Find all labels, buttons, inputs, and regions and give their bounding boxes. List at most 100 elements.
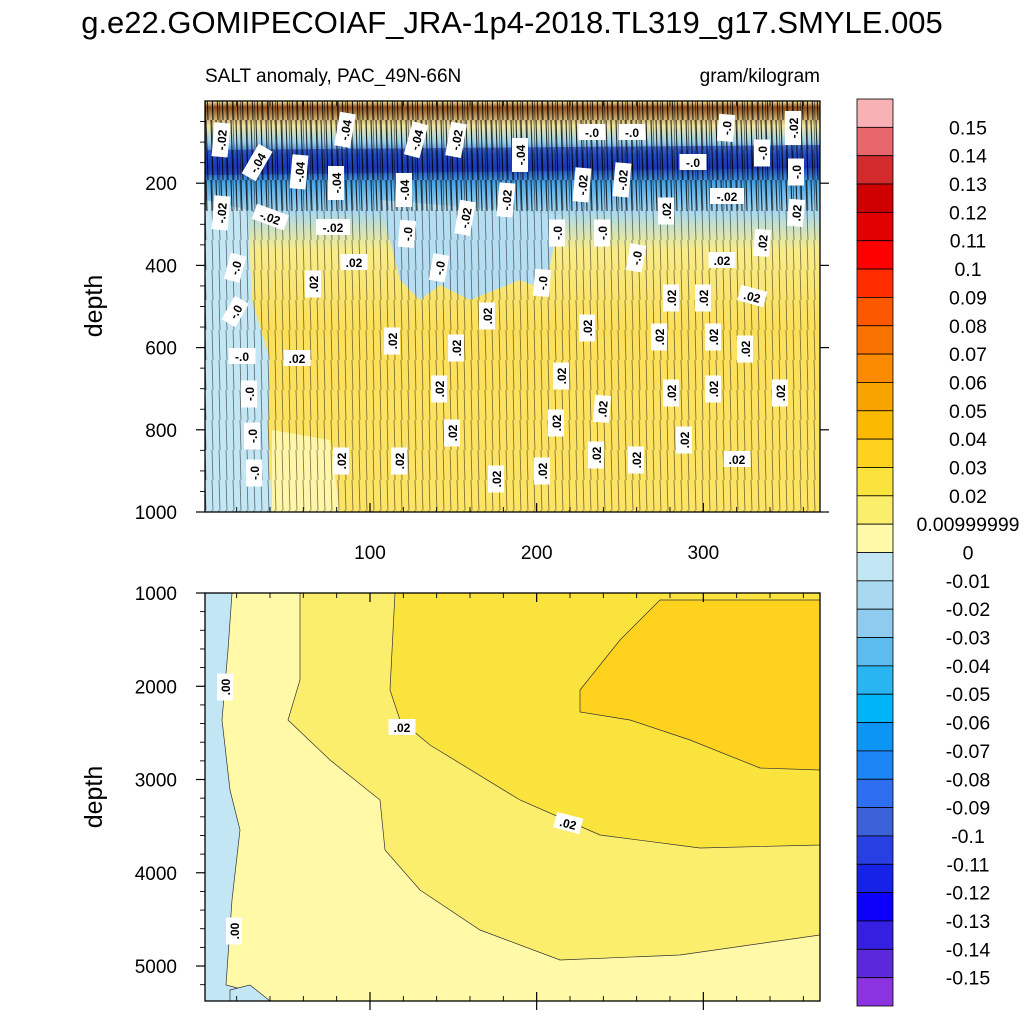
contour-label-text: .02: [729, 453, 746, 467]
colorbar-label: -0.13: [946, 911, 990, 933]
lower-y-tick-label-4000: 4000: [135, 864, 177, 885]
contour-label-bg: [553, 811, 584, 835]
upper-y-axis-label: depth: [80, 275, 108, 338]
contour-label: -.0: [716, 113, 736, 143]
contour-label-bg: [594, 219, 610, 247]
contour-label-text: .02: [394, 721, 411, 735]
contour-label: -.02: [454, 199, 476, 236]
contour-label-bg: [788, 158, 804, 186]
contour-label-bg: [628, 446, 644, 474]
contour-label-bg: [549, 219, 565, 247]
contour-label: -.02: [710, 188, 744, 204]
contour-label: .02: [651, 323, 667, 351]
contour-label-bg: [579, 314, 595, 342]
colorbar-box: [856, 863, 894, 894]
contour-label-text: -.0: [246, 429, 260, 443]
contour-label: -.0: [241, 380, 257, 408]
contour-label: -.0: [594, 219, 610, 247]
contour-label-text: -.0: [625, 126, 639, 140]
contour-label-bg: [246, 459, 262, 487]
contour-label: .02: [786, 198, 806, 228]
contour-label-text: -.0: [235, 350, 249, 364]
contour-label: .02: [705, 323, 721, 351]
colorbar-box: [856, 438, 894, 468]
contour-label-bg: [663, 379, 679, 407]
contour-label-bg: [428, 253, 450, 283]
colorbar-box: [856, 495, 894, 525]
contour-label-bg: [512, 138, 528, 172]
contour-label-text: .02: [714, 254, 731, 268]
contour-label-text: -.02: [448, 128, 465, 151]
contour-label-text: .02: [446, 424, 460, 441]
contour-label-bg: [211, 122, 231, 158]
contour-label-text: .00: [228, 922, 242, 939]
contour-label-bg: [244, 422, 260, 450]
contour-label-bg: [723, 451, 751, 467]
contour-label-bg: [496, 182, 516, 218]
colorbar-label: 0.06: [949, 372, 987, 394]
colorbar-label: -0.15: [946, 968, 991, 990]
colorbar-label: 0.15: [949, 117, 987, 139]
colorbar-box: [856, 948, 894, 979]
x-tick-label-300: 300: [687, 543, 719, 564]
contour-label-bg: [618, 124, 646, 140]
colorbar-box: [856, 920, 894, 950]
contour-label-text: -.0: [248, 466, 262, 480]
contour-label-bg: [548, 409, 564, 437]
colorbar-box: [856, 637, 894, 667]
colorbar-box: [856, 665, 894, 695]
contour-label: -.0: [246, 459, 262, 487]
contour-label-text: .02: [433, 380, 447, 397]
colorbar-label: -0.01: [946, 571, 990, 593]
contour-label-bg: [388, 719, 416, 735]
contour-label: .02: [283, 350, 311, 366]
contour-label: -.0: [221, 295, 249, 328]
colorbar-label: 0.08: [949, 316, 987, 338]
contour-label: .02: [391, 447, 407, 475]
colorbar-label: 0.13: [949, 174, 987, 196]
contour-label-text: -.04: [337, 118, 354, 141]
contour-label-text: .02: [630, 451, 644, 468]
colorbar-label: 0.00999999: [916, 514, 1019, 536]
contour-label-text: .02: [335, 452, 349, 469]
contour-label: -.02: [251, 203, 290, 231]
colorbar-box: [856, 410, 894, 440]
contour-label-bg: [397, 219, 417, 249]
contour-label-text: -.0: [756, 146, 770, 160]
colorbar-box: [856, 892, 894, 922]
contour-label-bg: [391, 447, 407, 475]
contour-label-bg: [333, 447, 349, 475]
contour-label: -.0: [625, 243, 647, 273]
contour-label-text: -.02: [717, 190, 738, 204]
colorbar-label: -0.14: [946, 939, 991, 961]
contour-label-bg: [479, 302, 495, 330]
upper-y-tick-label-600: 600: [145, 339, 177, 360]
lower-y-tick-label-3000: 3000: [135, 771, 177, 792]
contour-label-bg: [705, 375, 721, 403]
contour-label-text: .02: [742, 288, 762, 306]
colorbar-label: -0.09: [946, 798, 990, 820]
contour-label-text: .02: [289, 352, 306, 366]
contour-label-text: -.02: [323, 221, 344, 235]
colorbar-label: 0.05: [949, 401, 987, 423]
colorbar-label: 0.07: [949, 344, 987, 366]
contour-label-text: .02: [707, 380, 721, 397]
lower-deep-fresh-bottom: [229, 984, 271, 1001]
contour-label: -.02: [445, 121, 467, 158]
contour-label: .02: [663, 284, 679, 312]
contour-label-text: -.0: [686, 156, 700, 170]
contour-label-bg: [217, 673, 233, 701]
colorbar-box: [856, 98, 894, 128]
contour-label-text: -.04: [330, 172, 344, 193]
colorbar-label: 0.02: [949, 486, 987, 508]
contour-label: .02: [479, 302, 495, 330]
chart-title: g.e22.GOMIPECOIAF_JRA-1p4-2018.TL319_g17…: [81, 5, 943, 40]
contour-label-text: -.0: [243, 387, 257, 401]
contour-label: .02: [752, 228, 772, 258]
contour-label-text: -.0: [226, 302, 245, 321]
contour-label: .02: [553, 811, 584, 835]
contour-label: -.02: [211, 122, 231, 158]
contour-label: .02: [772, 379, 788, 407]
colorbar-label: 0.1: [954, 259, 981, 281]
contour-label-text: -.04: [292, 161, 308, 183]
